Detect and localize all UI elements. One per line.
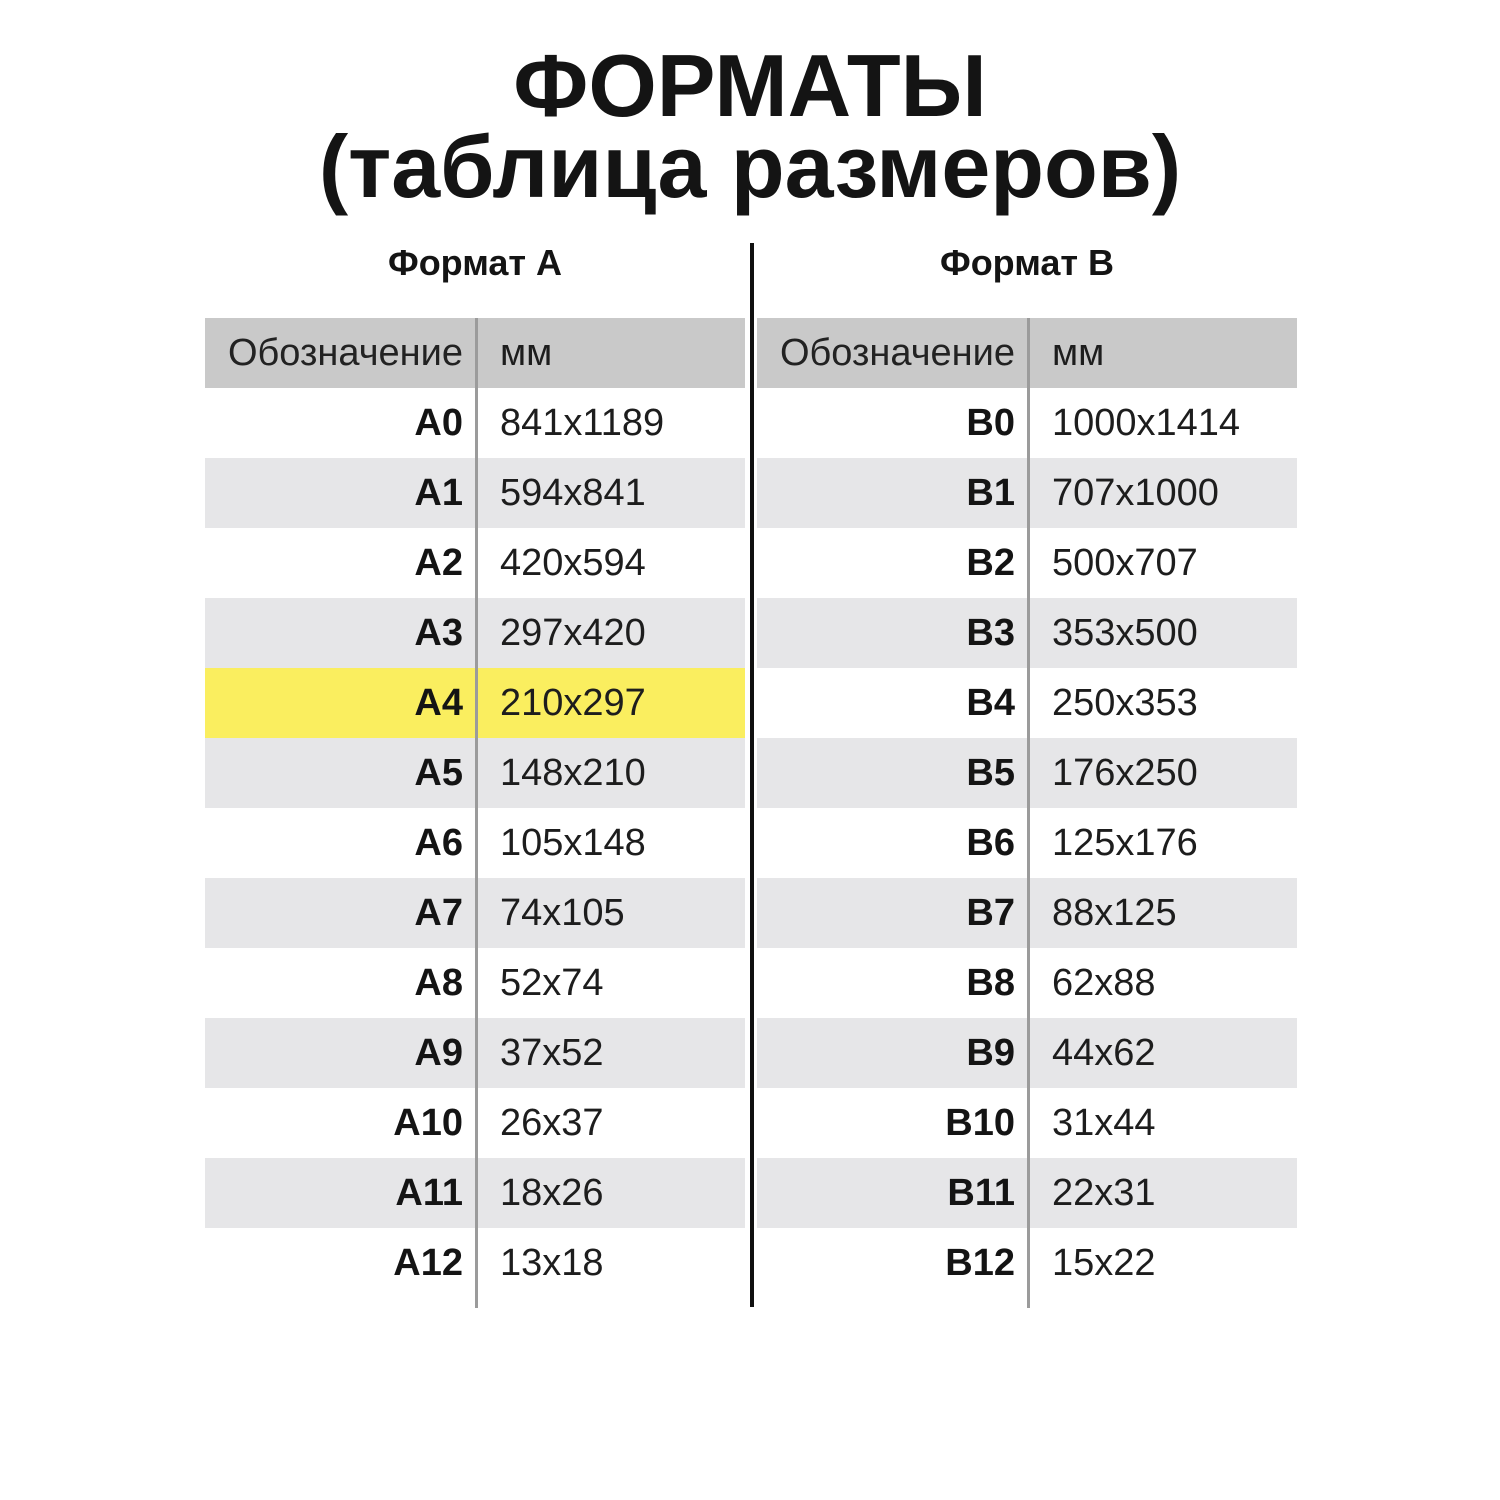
size-value-cell: 31x44 <box>1052 1101 1156 1144</box>
size-value-cell: 250x353 <box>1052 681 1198 724</box>
format-label-cell: A9 <box>414 1031 463 1074</box>
format-label-cell: B11 <box>947 1171 1015 1214</box>
size-value-cell: 210x297 <box>500 681 646 724</box>
format-label-cell: A7 <box>414 891 463 934</box>
format-b-heading: Формат В <box>939 242 1115 283</box>
format-a-heading: Формат А <box>387 242 563 283</box>
format-label-cell: B12 <box>945 1241 1015 1284</box>
size-value-cell: 22x31 <box>1052 1171 1156 1214</box>
table-row: B10 31x44 <box>757 1088 1297 1158</box>
format-label-cell: B2 <box>966 541 1015 584</box>
table-row: B2 500x707 <box>757 528 1297 598</box>
size-value-cell: 594x841 <box>500 471 646 514</box>
format-label-cell: B3 <box>966 611 1015 654</box>
format-a-table: Обозначение мм A0 841x1189 A1 594x841 A2… <box>205 318 745 1308</box>
format-label-cell: A3 <box>414 611 463 654</box>
designation-column-header: Обозначение <box>779 331 1015 374</box>
format-label-cell: A5 <box>414 751 463 794</box>
format-label-cell: A0 <box>414 401 463 444</box>
size-value-cell: 15x22 <box>1052 1241 1156 1284</box>
format-b-table: Обозначение мм B0 1000x1414 B1 707x1000 … <box>757 318 1297 1308</box>
size-value-cell: 62x88 <box>1052 961 1156 1004</box>
table-row: A2 420x594 <box>205 528 745 598</box>
column-divider-line <box>475 318 478 1308</box>
table-row: B8 62x88 <box>757 948 1297 1018</box>
size-value-cell: 420x594 <box>500 541 646 584</box>
format-label-cell: B6 <box>966 821 1015 864</box>
designation-column-header: Обозначение <box>227 331 463 374</box>
format-label-cell: A2 <box>414 541 463 584</box>
table-row: A6 105x148 <box>205 808 745 878</box>
size-value-cell: 26x37 <box>500 1101 604 1144</box>
table-row: B0 1000x1414 <box>757 388 1297 458</box>
mm-column-header: мм <box>500 331 553 374</box>
table-row: A0 841x1189 <box>205 388 745 458</box>
table-row: B4 250x353 <box>757 668 1297 738</box>
size-value-cell: 52x74 <box>500 961 604 1004</box>
size-value-cell: 148x210 <box>500 751 646 794</box>
format-label-cell: B7 <box>966 891 1015 934</box>
format-label-cell: A11 <box>395 1171 463 1214</box>
format-label-cell: A8 <box>414 961 463 1004</box>
table-row: B6 125x176 <box>757 808 1297 878</box>
format-label-cell: A10 <box>393 1101 463 1144</box>
format-label-cell: B8 <box>966 961 1015 1004</box>
size-value-cell: 841x1189 <box>500 401 665 444</box>
format-label-cell: B5 <box>966 751 1015 794</box>
format-label-cell: A4 <box>414 681 463 724</box>
size-value-cell: 176x250 <box>1052 751 1198 794</box>
size-value-cell: 297x420 <box>500 611 646 654</box>
format-label-cell: B9 <box>966 1031 1015 1074</box>
page-title: ФОРМАТЫ (таблица размеров) <box>0 36 1500 216</box>
size-value-cell: 1000x1414 <box>1052 401 1241 444</box>
size-value-cell: 125x176 <box>1052 821 1198 864</box>
format-label-cell: A6 <box>414 821 463 864</box>
table-row: A12 13x18 <box>205 1228 745 1298</box>
mm-column-header: мм <box>1052 331 1105 374</box>
size-value-cell: 13x18 <box>500 1241 604 1284</box>
table-row: A10 26x37 <box>205 1088 745 1158</box>
size-value-cell: 37x52 <box>500 1031 604 1074</box>
format-label-cell: A12 <box>393 1241 463 1284</box>
size-value-cell: 74x105 <box>500 891 625 934</box>
page-title-line2: (таблица размеров) <box>318 116 1182 216</box>
size-value-cell: 18x26 <box>500 1171 604 1214</box>
table-row: B12 15x22 <box>757 1228 1297 1298</box>
format-label-cell: B0 <box>966 401 1015 444</box>
table-row: A8 52x74 <box>205 948 745 1018</box>
center-divider-line <box>750 243 754 1307</box>
format-label-cell: B10 <box>945 1101 1015 1144</box>
size-value-cell: 105x148 <box>500 821 646 864</box>
format-label-cell: B1 <box>966 471 1015 514</box>
column-divider-line <box>1027 318 1030 1308</box>
size-value-cell: 44x62 <box>1052 1031 1156 1074</box>
page-title-line1: ФОРМАТЫ <box>513 36 987 135</box>
size-value-cell: 707x1000 <box>1052 471 1219 514</box>
size-value-cell: 353x500 <box>1052 611 1198 654</box>
size-value-cell: 88x125 <box>1052 891 1177 934</box>
format-label-cell: B4 <box>966 681 1015 724</box>
format-label-cell: A1 <box>414 471 463 514</box>
size-value-cell: 500x707 <box>1052 541 1198 584</box>
